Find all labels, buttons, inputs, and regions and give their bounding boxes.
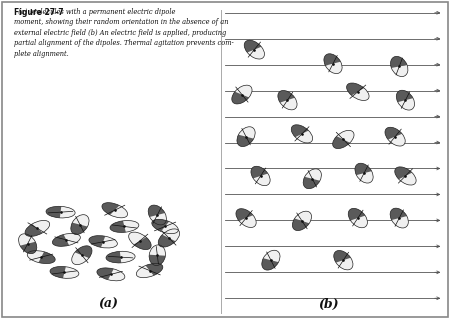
Polygon shape (63, 267, 79, 278)
Polygon shape (351, 216, 367, 228)
Polygon shape (72, 215, 89, 226)
Polygon shape (50, 266, 66, 278)
Polygon shape (162, 229, 180, 241)
Polygon shape (236, 209, 253, 221)
Polygon shape (120, 251, 135, 263)
Polygon shape (63, 234, 81, 245)
Polygon shape (152, 219, 169, 232)
Polygon shape (97, 268, 114, 280)
Polygon shape (27, 251, 44, 263)
Polygon shape (278, 91, 295, 103)
Polygon shape (134, 237, 151, 249)
Polygon shape (305, 169, 321, 181)
Polygon shape (396, 90, 413, 102)
Polygon shape (52, 234, 69, 246)
Polygon shape (391, 56, 407, 68)
Polygon shape (148, 205, 165, 217)
Polygon shape (346, 83, 364, 95)
Polygon shape (149, 245, 166, 256)
Polygon shape (129, 232, 146, 245)
Polygon shape (348, 208, 365, 220)
Polygon shape (324, 54, 341, 66)
Polygon shape (239, 215, 256, 227)
Polygon shape (251, 166, 268, 178)
Text: (a): (a) (98, 298, 118, 311)
Polygon shape (136, 265, 153, 278)
Polygon shape (334, 250, 351, 263)
Polygon shape (75, 246, 92, 258)
Polygon shape (71, 223, 88, 234)
Polygon shape (262, 258, 279, 270)
Polygon shape (248, 47, 265, 59)
Polygon shape (388, 134, 405, 146)
Polygon shape (392, 216, 408, 228)
Polygon shape (253, 174, 270, 186)
Polygon shape (337, 130, 354, 143)
Polygon shape (295, 211, 311, 223)
Polygon shape (291, 125, 309, 137)
Polygon shape (106, 251, 121, 263)
Polygon shape (292, 219, 309, 231)
Polygon shape (150, 213, 166, 225)
Polygon shape (232, 92, 249, 104)
Polygon shape (390, 208, 407, 220)
Polygon shape (385, 127, 402, 139)
Polygon shape (238, 127, 255, 139)
Polygon shape (149, 255, 166, 265)
Polygon shape (351, 88, 369, 100)
Polygon shape (25, 224, 43, 236)
Polygon shape (110, 221, 126, 233)
Polygon shape (395, 167, 412, 179)
Polygon shape (237, 135, 254, 146)
Polygon shape (123, 220, 139, 232)
Polygon shape (89, 236, 105, 247)
Polygon shape (336, 258, 353, 270)
Polygon shape (46, 206, 61, 218)
Polygon shape (355, 163, 372, 175)
Polygon shape (398, 98, 414, 110)
Polygon shape (38, 252, 55, 263)
Polygon shape (102, 203, 119, 215)
Polygon shape (72, 252, 89, 264)
Polygon shape (161, 221, 178, 234)
Polygon shape (356, 171, 373, 183)
Polygon shape (110, 205, 127, 218)
Polygon shape (32, 220, 50, 233)
Polygon shape (295, 130, 313, 143)
Polygon shape (392, 65, 408, 77)
Text: (a) Molecules with a permanent electric dipole
moment, showing their random orie: (a) Molecules with a permanent electric … (14, 8, 233, 57)
Polygon shape (303, 177, 320, 189)
Text: Figure 27-7: Figure 27-7 (14, 8, 63, 17)
Polygon shape (235, 85, 252, 97)
Polygon shape (18, 234, 35, 246)
Polygon shape (263, 250, 280, 262)
Polygon shape (145, 263, 163, 276)
Polygon shape (333, 136, 350, 149)
Polygon shape (399, 173, 416, 185)
Polygon shape (101, 236, 117, 248)
Polygon shape (325, 62, 342, 74)
Polygon shape (20, 242, 37, 254)
Polygon shape (244, 40, 261, 53)
Polygon shape (108, 269, 125, 281)
Polygon shape (60, 206, 75, 218)
Text: (b): (b) (318, 298, 339, 311)
Polygon shape (280, 98, 297, 110)
Polygon shape (158, 235, 176, 247)
